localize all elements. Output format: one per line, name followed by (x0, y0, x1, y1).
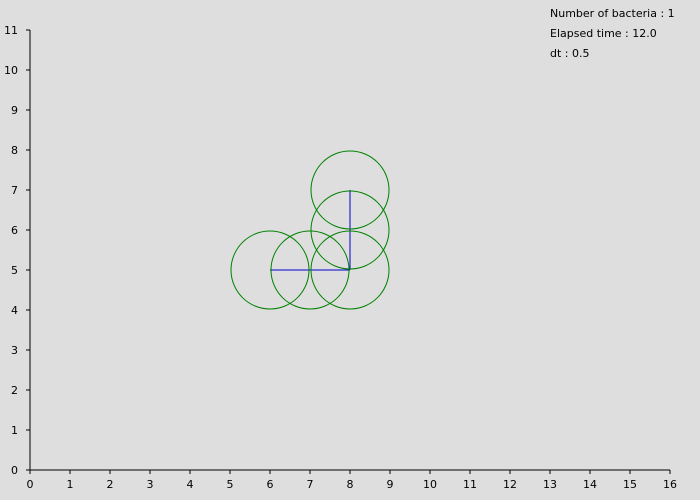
y-tick-label: 5 (11, 264, 18, 277)
y-tick-label: 2 (11, 384, 18, 397)
y-tick-label: 9 (11, 104, 18, 117)
x-tick-label: 11 (463, 478, 477, 491)
y-tick-label: 3 (11, 344, 18, 357)
bacteria-cell (270, 230, 350, 310)
x-tick-label: 14 (583, 478, 597, 491)
bacteria-count-value: 1 (667, 7, 675, 20)
x-tick-label: 1 (67, 478, 74, 491)
y-tick-label: 0 (11, 464, 18, 477)
x-tick-label: 4 (187, 478, 194, 491)
y-tick-label: 8 (11, 144, 18, 157)
y-tick-label: 4 (11, 304, 18, 317)
y-tick-label: 11 (4, 24, 18, 37)
bacteria-cells (230, 150, 390, 310)
elapsed-time-label: Elapsed time (550, 27, 622, 40)
elapsed-time-value: 12.0 (632, 27, 657, 40)
x-tick-label: 5 (227, 478, 234, 491)
y-tick-label: 1 (11, 424, 18, 437)
x-tick-label: 10 (423, 478, 437, 491)
y-tick-label: 10 (4, 64, 18, 77)
bacteria-links (270, 190, 351, 271)
x-tick-label: 15 (623, 478, 637, 491)
bacteria-cell (310, 230, 390, 310)
y-tick-label: 7 (11, 184, 18, 197)
x-tick-label: 9 (387, 478, 394, 491)
bacteria-cell (310, 150, 390, 230)
bacteria-cell (310, 190, 390, 270)
elapsed-time-line: Elapsed time : 12.0 (550, 27, 657, 40)
bacteria-cell (230, 230, 310, 310)
x-tick-label: 3 (147, 478, 154, 491)
dt-label: dt (550, 47, 562, 60)
dt-value: 0.5 (572, 47, 590, 60)
x-tick-label: 16 (663, 478, 677, 491)
dt-line: dt : 0.5 (550, 47, 590, 60)
x-tick-label: 13 (543, 478, 557, 491)
bacteria-count-label: Number of bacteria (550, 7, 657, 20)
info-panel: Number of bacteria : 1 Elapsed time : 12… (550, 7, 675, 67)
x-tick-label: 7 (307, 478, 314, 491)
x-tick-label: 0 (27, 478, 34, 491)
x-tick-label: 6 (267, 478, 274, 491)
bacteria-count-line: Number of bacteria : 1 (550, 7, 675, 20)
x-tick-label: 12 (503, 478, 517, 491)
y-tick-label: 6 (11, 224, 18, 237)
x-tick-label: 8 (347, 478, 354, 491)
x-tick-label: 2 (107, 478, 114, 491)
